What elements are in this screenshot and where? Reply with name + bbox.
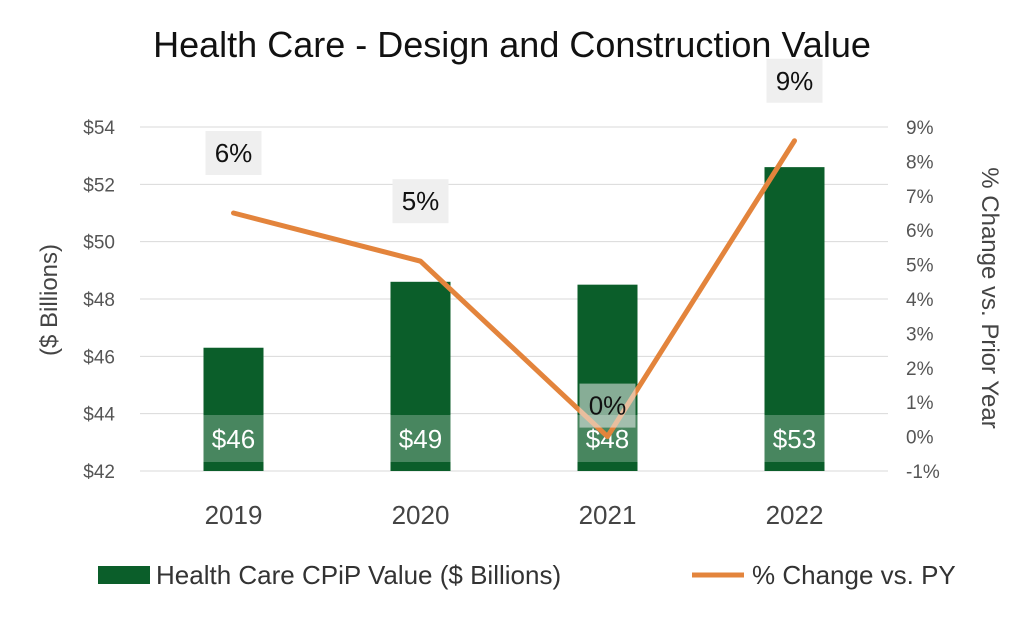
bar bbox=[577, 284, 638, 471]
bar bbox=[764, 167, 825, 471]
bar-data-labels: $46 $49 $48 $53 bbox=[203, 415, 825, 462]
category-label: 2019 bbox=[205, 500, 263, 530]
bar-data-label: $49 bbox=[399, 424, 442, 454]
right-axis-label: % Change vs. Prior Year bbox=[976, 167, 1003, 428]
line-label-box bbox=[766, 58, 823, 103]
legend: Health Care CPiP Value ($ Billions) % Ch… bbox=[98, 560, 956, 590]
right-tick-label: 0% bbox=[906, 428, 934, 449]
line-data-label: 9% bbox=[776, 66, 814, 96]
bar-label-box bbox=[390, 415, 451, 462]
line-data-label: 6% bbox=[215, 138, 253, 168]
legend-line-label: % Change vs. PY bbox=[752, 560, 956, 590]
left-tick-label: $54 bbox=[83, 118, 115, 139]
right-tick-label: 1% bbox=[906, 393, 934, 414]
left-tick-label: $48 bbox=[83, 290, 115, 311]
legend-bar-swatch bbox=[98, 566, 150, 584]
category-axis-labels: 2019 2020 2021 2022 bbox=[205, 500, 824, 530]
right-tick-label: 7% bbox=[906, 187, 934, 208]
right-tick-label: 8% bbox=[906, 152, 934, 173]
bar-data-label: $53 bbox=[773, 424, 816, 454]
category-label: 2021 bbox=[579, 500, 637, 530]
left-axis-ticks: $42 $44 $46 $48 $50 $52 $54 bbox=[83, 118, 115, 483]
right-tick-label: 3% bbox=[906, 324, 934, 345]
right-tick-label: 4% bbox=[906, 290, 934, 311]
category-label: 2020 bbox=[392, 500, 450, 530]
line-data-labels: 6% 5% 0% 9% bbox=[205, 58, 823, 428]
left-tick-label: $52 bbox=[83, 175, 115, 196]
left-axis-label: ($ Billions) bbox=[36, 244, 63, 356]
bar-label-box bbox=[203, 415, 264, 462]
legend-bar-label: Health Care CPiP Value ($ Billions) bbox=[156, 560, 561, 590]
left-tick-label: $46 bbox=[83, 347, 115, 368]
left-tick-label: $42 bbox=[83, 462, 115, 483]
gridlines bbox=[140, 126, 888, 472]
bar-label-box bbox=[764, 415, 825, 462]
bar bbox=[390, 281, 451, 471]
category-label: 2022 bbox=[766, 500, 824, 530]
line-data-label: 5% bbox=[402, 186, 440, 216]
left-tick-label: $50 bbox=[83, 233, 115, 254]
right-tick-label: 2% bbox=[906, 359, 934, 380]
line-data-label: 0% bbox=[589, 391, 627, 421]
bar-series bbox=[203, 167, 825, 471]
bar bbox=[203, 347, 264, 471]
right-tick-label: 6% bbox=[906, 221, 934, 242]
line-label-box bbox=[205, 131, 262, 175]
right-tick-label: -1% bbox=[906, 462, 940, 483]
right-tick-label: 9% bbox=[906, 118, 934, 139]
line-label-box bbox=[392, 179, 449, 224]
chart-title: Health Care - Design and Construction Va… bbox=[153, 24, 871, 65]
left-tick-label: $44 bbox=[83, 405, 115, 426]
line-label-box bbox=[579, 383, 636, 428]
line-path bbox=[231, 138, 797, 440]
right-axis-ticks: -1% 0% 1% 2% 3% 4% 5% 6% 7% 8% 9% bbox=[906, 118, 940, 483]
line-series bbox=[231, 138, 797, 440]
right-tick-label: 5% bbox=[906, 256, 934, 277]
bar-data-label: $46 bbox=[212, 424, 255, 454]
